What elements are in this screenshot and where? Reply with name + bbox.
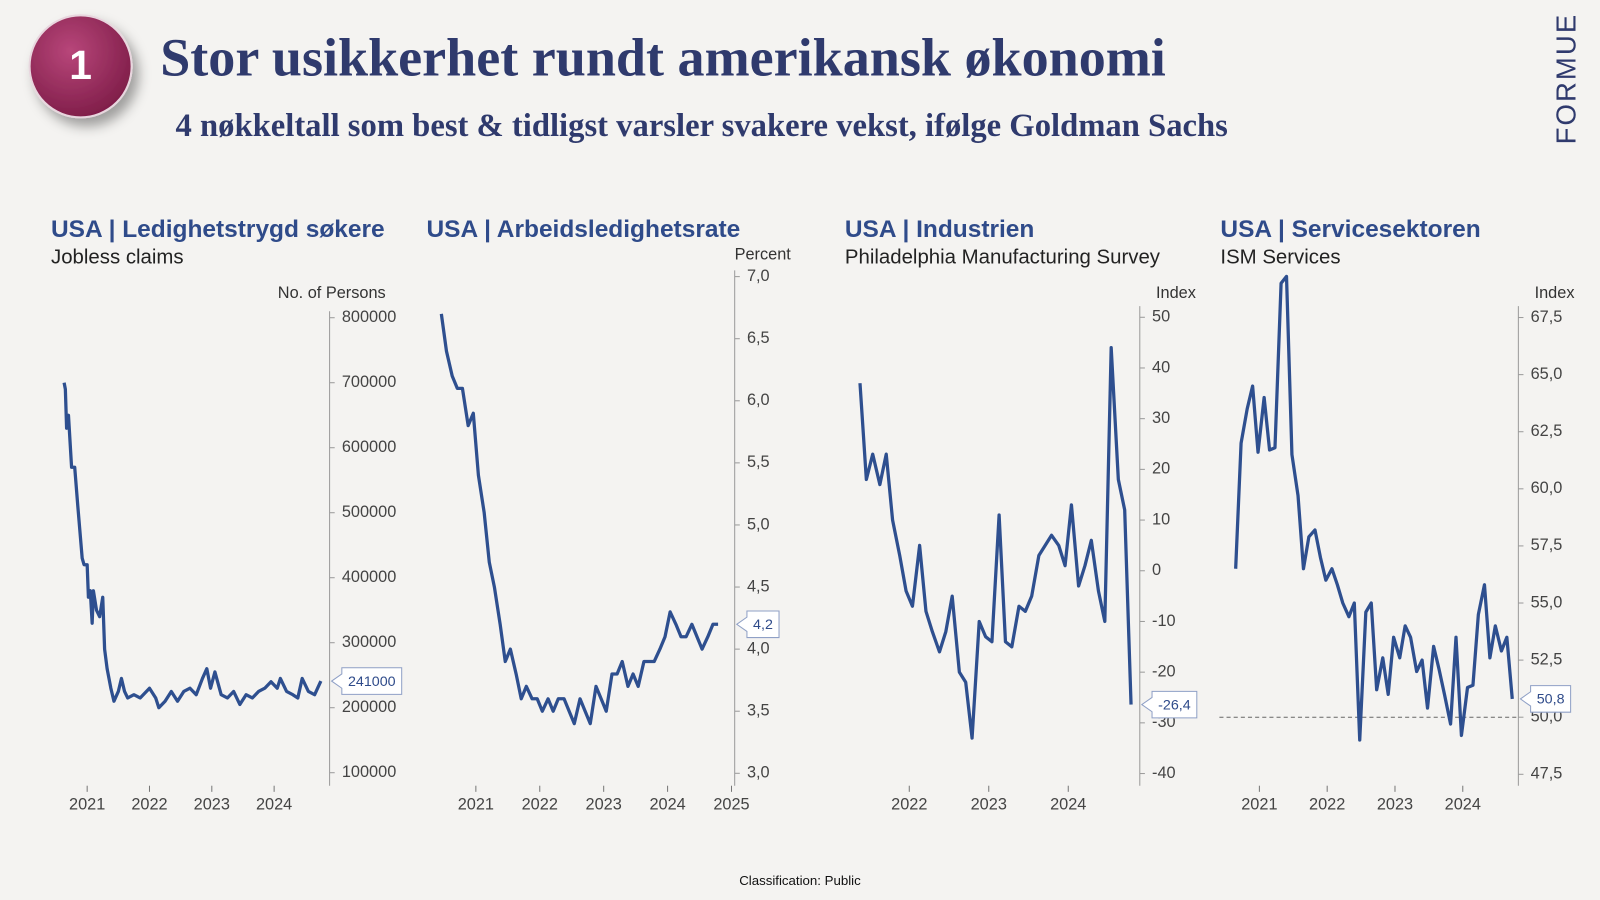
value-label: 4,2 (753, 617, 773, 633)
y-tick-label: 600000 (342, 438, 396, 456)
y-axis-label: Percent (735, 245, 792, 263)
chart-subtitle: Philadelphia Manufacturing Survey (845, 247, 1161, 269)
y-tick-label: 10 (1152, 510, 1170, 528)
y-tick-label: 20 (1152, 460, 1170, 478)
data-line (62, 382, 323, 710)
y-tick-label: -20 (1152, 662, 1176, 680)
page-subtitle: 4 nøkkeltall som best & tidligst varsler… (176, 108, 1228, 144)
y-tick-label: 300000 (342, 633, 396, 651)
y-axis-label: Index (1535, 284, 1575, 302)
y-tick-label: 65,0 (1531, 365, 1563, 383)
y-tick-label: 700000 (342, 373, 396, 391)
x-tick-label: 2023 (971, 795, 1007, 813)
y-tick-label: 5,0 (747, 515, 770, 533)
x-tick-label: 2022 (891, 795, 927, 813)
page-title: Stor usikkerhet rundt amerikansk økonomi (160, 28, 1166, 88)
y-tick-label: 55,0 (1531, 593, 1563, 611)
value-flag (735, 610, 780, 639)
badge-number: 1 (69, 42, 92, 88)
y-tick-label: -40 (1152, 764, 1176, 782)
y-tick-label: 500000 (342, 503, 396, 521)
x-tick-label: 2025 (713, 795, 749, 813)
value-flag (1140, 690, 1198, 719)
chart-title: USA | Arbeidsledighetsrate (427, 216, 741, 243)
data-line (858, 346, 1133, 740)
x-tick-label: 2021 (1241, 795, 1277, 813)
y-tick-label: 50 (1152, 308, 1170, 326)
y-tick-label: 3,0 (747, 764, 770, 782)
x-tick-label: 2024 (649, 795, 685, 813)
y-tick-label: 3,5 (747, 702, 770, 720)
x-tick-label: 2022 (1309, 795, 1345, 813)
value-flag (330, 667, 403, 695)
chart-title: USA | Industrien (845, 216, 1034, 243)
chart-subtitle: ISM Services (1220, 247, 1340, 269)
x-tick-label: 2022 (131, 795, 167, 813)
y-tick-label: 5,5 (747, 453, 770, 471)
y-tick-label: 0 (1152, 561, 1161, 579)
y-tick-label: 4,5 (747, 577, 770, 595)
y-tick-label: 100000 (342, 763, 396, 781)
data-line (1234, 274, 1514, 742)
y-tick-label: 62,5 (1531, 422, 1563, 440)
data-line (439, 313, 719, 726)
y-tick-label: 67,5 (1531, 308, 1563, 326)
logo: FORMUE (1551, 13, 1582, 145)
value-label: -26,4 (1158, 697, 1191, 713)
x-tick-label: 2024 (256, 795, 292, 813)
y-tick-label: 30 (1152, 409, 1170, 427)
value-flag (1519, 685, 1572, 713)
y-tick-label: 200000 (342, 698, 396, 716)
chart-subtitle: Jobless claims (51, 247, 184, 269)
badge (28, 14, 133, 119)
x-tick-label: 2023 (586, 795, 622, 813)
y-tick-label: 6,5 (747, 329, 770, 347)
y-tick-label: 400000 (342, 568, 396, 586)
value-label: 241000 (348, 674, 396, 690)
y-tick-label: 47,5 (1531, 765, 1563, 783)
x-tick-label: 2023 (194, 795, 230, 813)
footer: Classification: Public (739, 873, 861, 888)
y-tick-label: 40 (1152, 358, 1170, 376)
y-tick-label: 52,5 (1531, 650, 1563, 668)
x-tick-label: 2022 (522, 795, 558, 813)
x-tick-label: 2024 (1050, 795, 1086, 813)
chart-title: USA | Ledighetstrygd søkere (51, 216, 385, 243)
value-label: 50,8 (1537, 692, 1565, 708)
y-tick-label: 800000 (342, 308, 396, 326)
y-tick-label: 60,0 (1531, 479, 1563, 497)
y-axis-label: Index (1156, 284, 1196, 302)
x-tick-label: 2021 (458, 795, 494, 813)
chart-title: USA | Servicesektoren (1220, 216, 1480, 243)
y-tick-label: 6,0 (747, 391, 770, 409)
y-tick-label: 4,0 (747, 639, 770, 657)
x-tick-label: 2021 (69, 795, 105, 813)
y-tick-label: 7,0 (747, 267, 770, 285)
y-tick-label: 57,5 (1531, 536, 1563, 554)
y-axis-label: No. of Persons (278, 284, 386, 302)
y-tick-label: -10 (1152, 612, 1176, 630)
x-tick-label: 2024 (1445, 795, 1481, 813)
x-tick-label: 2023 (1377, 795, 1413, 813)
